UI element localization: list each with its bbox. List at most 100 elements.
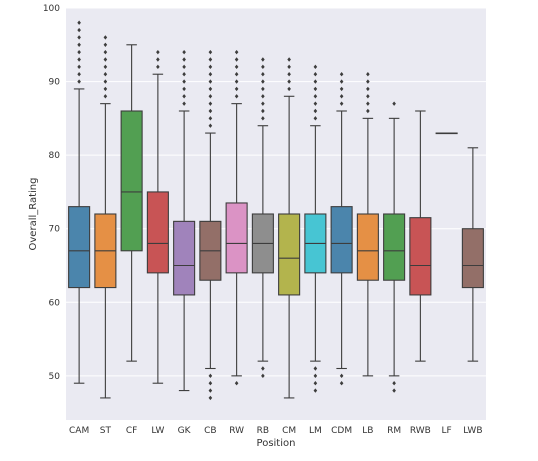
box-body-lwb	[461, 228, 484, 289]
outlier-st	[103, 86, 108, 92]
y-tick-label-50: 50	[49, 372, 61, 382]
outlier-rw	[234, 64, 239, 70]
outlier-rm	[392, 388, 396, 393]
outlier-rm	[392, 381, 396, 386]
outlier-cam	[77, 49, 81, 55]
outlier-rw	[234, 79, 239, 84]
box-rb	[251, 57, 274, 379]
x-tick-label-rw: RW	[229, 426, 244, 436]
outlier-lb	[366, 94, 370, 99]
box-body-rw	[225, 202, 248, 274]
outlier-cam	[77, 64, 81, 70]
outlier-rw	[234, 94, 239, 99]
outlier-lm	[313, 108, 318, 114]
outlier-cb	[208, 101, 213, 106]
outlier-lb	[366, 101, 370, 106]
outlier-rb	[261, 116, 265, 121]
outlier-cam	[77, 20, 81, 25]
outlier-cb	[208, 373, 213, 379]
outlier-lb	[366, 72, 370, 77]
box-body-cdm	[330, 206, 353, 274]
outlier-lm	[313, 366, 318, 371]
outlier-gk	[182, 101, 186, 106]
outlier-cb	[208, 108, 213, 114]
outlier-lm	[313, 373, 318, 379]
box-cf	[120, 44, 143, 362]
outlier-st	[103, 42, 108, 47]
outlier-cb	[208, 64, 213, 70]
box-lwb	[461, 147, 484, 362]
outlier-cm	[287, 64, 291, 70]
outlier-lw	[156, 64, 160, 70]
x-tick-label-st: ST	[100, 426, 112, 436]
box-body-lw	[146, 191, 169, 274]
outlier-cam	[77, 35, 81, 40]
box-rwb	[409, 110, 432, 362]
x-tick-label-cf: CF	[126, 426, 137, 436]
outlier-lw	[156, 57, 160, 62]
outlier-cb	[208, 94, 213, 99]
outlier-lw	[156, 49, 160, 55]
outlier-rb	[261, 373, 265, 379]
box-st	[94, 35, 117, 399]
outlier-st	[103, 64, 108, 70]
y-axis-ticks: 50 60 70 80 90 100	[43, 4, 60, 382]
outlier-rb	[261, 64, 265, 70]
y-axis-label: Overall_Rating	[28, 178, 39, 251]
outlier-st	[103, 72, 108, 77]
y-tick-label-60: 60	[49, 298, 61, 308]
box-rw	[225, 49, 248, 386]
outlier-cdm	[339, 94, 344, 99]
outlier-cb	[208, 49, 213, 55]
outlier-gk	[182, 94, 186, 99]
x-tick-label-lwb: LWB	[463, 426, 482, 436]
x-tick-label-cdm: CDM	[331, 426, 352, 436]
x-tick-label-cm: CM	[282, 426, 296, 436]
outlier-rb	[261, 72, 265, 77]
outlier-rb	[261, 108, 265, 114]
x-tick-label-gk: GK	[178, 426, 192, 436]
outlier-cb	[208, 86, 213, 92]
outlier-rw	[234, 381, 239, 386]
outlier-rw	[234, 72, 239, 77]
box-cm	[278, 57, 301, 399]
x-tick-label-lm: LM	[309, 426, 322, 436]
outlier-lm	[313, 86, 318, 92]
outlier-cdm	[339, 72, 344, 77]
box-body-cm	[278, 213, 301, 296]
outlier-st	[103, 49, 108, 55]
box-gk	[173, 49, 196, 392]
outlier-gk	[182, 86, 186, 92]
outlier-cb	[208, 79, 213, 84]
outlier-cdm	[339, 79, 344, 84]
y-tick-label-70: 70	[49, 225, 61, 235]
outlier-rm	[392, 101, 396, 106]
outlier-rb	[261, 94, 265, 99]
outlier-rw	[234, 86, 239, 92]
outlier-cm	[287, 79, 291, 84]
box-cam	[68, 20, 91, 384]
box-lm	[304, 64, 327, 393]
box-body-cam	[68, 206, 91, 289]
outlier-rb	[261, 101, 265, 106]
outlier-lm	[313, 94, 318, 99]
outlier-gk	[182, 64, 186, 70]
outlier-gk	[182, 72, 186, 77]
x-tick-label-rb: RB	[257, 426, 269, 436]
outlier-cm	[287, 72, 291, 77]
box-lf	[435, 132, 458, 135]
outlier-rb	[261, 79, 265, 84]
outlier-st	[103, 57, 108, 62]
outlier-rw	[234, 57, 239, 62]
box-body-rm	[383, 213, 406, 281]
outlier-lm	[313, 79, 318, 84]
outlier-lm	[313, 101, 318, 106]
outlier-cm	[287, 57, 291, 62]
x-tick-label-cb: CB	[204, 426, 216, 436]
outlier-gk	[182, 49, 186, 55]
outlier-lm	[313, 64, 318, 70]
outlier-cb	[208, 395, 213, 401]
x-tick-label-lw: LW	[151, 426, 164, 436]
